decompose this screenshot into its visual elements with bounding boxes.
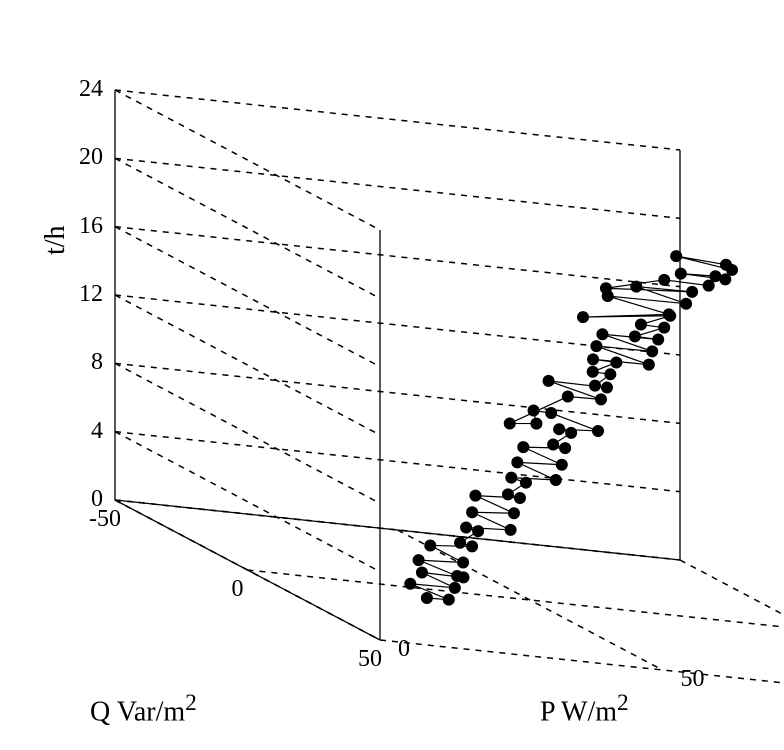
tick-label: 4 [91,418,103,445]
data-marker [504,417,516,429]
data-marker [517,441,529,453]
data-marker [635,319,647,331]
data-marker [686,286,698,298]
data-marker [559,442,571,454]
data-marker [600,282,612,294]
data-marker [416,567,428,579]
data-marker [604,368,616,380]
data-marker [675,268,687,280]
data-marker [520,477,532,489]
data-marker [449,582,461,594]
data-marker [565,427,577,439]
data-marker [663,308,675,320]
data-marker [562,391,574,403]
data-marker [421,592,433,604]
data-marker [508,507,520,519]
data-marker [595,393,607,405]
data-marker [658,274,670,286]
data-marker [630,281,642,293]
data-marker [466,506,478,518]
data-marker [646,345,658,357]
data-marker [590,340,602,352]
data-marker [543,375,555,387]
data-marker [720,259,732,271]
data-marker [460,522,472,534]
data-marker [680,298,692,310]
z-axis-label: t/h [40,225,72,255]
tick-label: 12 [79,281,103,308]
data-marker [596,328,608,340]
data-marker [505,472,517,484]
data-marker [466,540,478,552]
data-marker [643,359,655,371]
data-marker [592,425,604,437]
data-marker [424,539,436,551]
data-marker [670,250,682,262]
data-marker [502,488,514,500]
data-marker [553,423,565,435]
data-marker [404,578,416,590]
data-marker [472,525,484,537]
data-marker [469,490,481,502]
data-marker [514,492,526,504]
tick-label: 24 [79,76,103,103]
tick-label: 16 [79,213,103,240]
data-marker [511,456,523,468]
data-marker [629,330,641,342]
data-marker [545,407,557,419]
tick-label: 50 [358,646,382,673]
data-marker [550,474,562,486]
chart-svg [0,0,784,750]
data-marker [577,311,589,323]
data-marker [658,322,670,334]
data-marker [587,353,599,365]
data-marker [601,382,613,394]
data-marker [413,554,425,566]
data-marker [530,418,542,430]
data-marker [556,459,568,471]
data-marker [610,356,622,368]
tick-label: 0 [398,636,410,663]
tick-label: 20 [79,144,103,171]
data-marker [587,366,599,378]
y-axis-label: Q Var/m2 [90,690,197,728]
tick-label: 8 [91,349,103,376]
chart-3d-scatter: P W/m2 Q Var/m2 t/h 04812162024-50050050… [0,0,784,750]
data-marker [547,438,559,450]
data-marker [528,405,540,417]
data-marker [652,334,664,346]
data-marker [443,594,455,606]
tick-label: 0 [232,576,244,603]
tick-label: -50 [89,506,121,533]
x-axis-label: P W/m2 [540,690,629,728]
data-marker [454,537,466,549]
data-marker [457,556,469,568]
tick-label: 50 [681,666,705,693]
data-marker [505,524,517,536]
data-marker [589,380,601,392]
data-marker [451,570,463,582]
